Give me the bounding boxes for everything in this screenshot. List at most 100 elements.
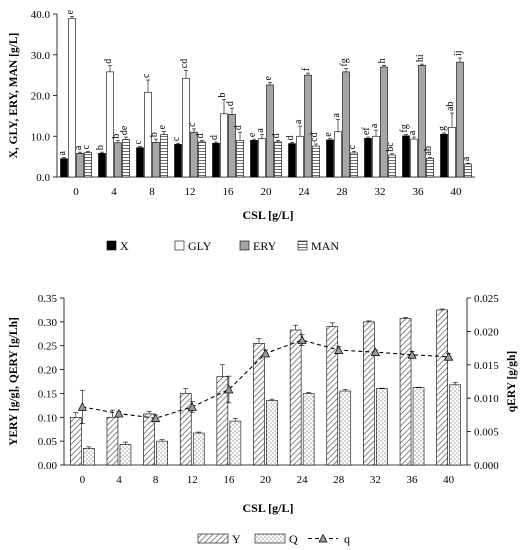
significance-label: e <box>157 124 168 129</box>
legend-swatch-q <box>254 533 286 544</box>
chart-bottom: 0.00 0.05 0.10 0.15 0.20 0.25 0.30 0.35 0.000 0.0… <box>8 293 518 546</box>
x-axis-title: CSL [g/L] <box>242 501 293 515</box>
significance-label: b <box>149 132 160 137</box>
bar-x <box>402 135 410 178</box>
significance-label: d <box>285 135 296 140</box>
significance-label: fg <box>339 58 350 66</box>
bar-ery <box>304 74 312 178</box>
bar-q <box>376 388 388 466</box>
bar-gly <box>334 131 342 178</box>
x-tick-label: 0 <box>80 474 86 486</box>
x-tick-label: 24 <box>299 186 311 198</box>
x-tick-label: 16 <box>223 474 235 486</box>
bar-ery <box>114 142 122 178</box>
bar-ery <box>152 142 160 178</box>
bar-gly <box>258 138 266 178</box>
significance-label: ab <box>445 102 456 111</box>
bar-man <box>464 163 472 178</box>
significance-label: ij <box>453 50 464 56</box>
y-tick-label: 0.0 <box>36 172 50 184</box>
x-tick-label: 36 <box>413 186 425 198</box>
significance-label: b <box>111 134 122 139</box>
legend-swatch-x <box>106 240 117 251</box>
significance-label: a <box>461 156 472 161</box>
x-tick-label: 4 <box>111 186 117 198</box>
y-tick-label: 10.0 <box>31 131 51 143</box>
x-tick-label: 28 <box>337 186 349 198</box>
legend-label-gly: GLY <box>188 239 212 253</box>
y-tick-label: 30.0 <box>31 50 51 62</box>
bar-man <box>236 140 244 178</box>
legend-label-q-rate: q <box>344 532 350 546</box>
significance-label: c <box>347 144 358 149</box>
bar-x <box>326 139 334 178</box>
significance-label: d <box>271 133 282 138</box>
bar-x <box>98 153 106 178</box>
significance-label: f <box>301 67 312 71</box>
x-tick-label: 8 <box>153 474 159 486</box>
bar-ery <box>76 153 84 178</box>
bar-gly <box>448 126 456 178</box>
legend-swatch-ery <box>239 240 250 251</box>
bar-y <box>70 416 82 466</box>
bar-y <box>289 329 302 466</box>
bar-man <box>198 141 206 178</box>
legend-marker-q <box>318 533 328 543</box>
bar-x <box>174 144 182 178</box>
significance-label: ab <box>423 146 434 155</box>
marker-q <box>224 384 234 394</box>
y-tick-label: 40.0 <box>31 9 51 21</box>
significance-label: e <box>65 9 76 14</box>
x-tick-label: 12 <box>187 474 198 486</box>
bar-q <box>449 384 461 466</box>
bar-man <box>122 139 130 178</box>
significance-label: c <box>133 139 144 144</box>
bar-gly <box>296 135 304 178</box>
x-tick-label: 40 <box>443 474 455 486</box>
bar-man <box>426 157 434 178</box>
significance-label: c <box>171 136 182 141</box>
bar-x <box>212 142 220 178</box>
significance-label: e <box>323 132 334 137</box>
bar-gly <box>68 18 76 178</box>
bar-man <box>84 152 92 178</box>
x-tick-label: 20 <box>261 186 273 198</box>
marker-q <box>114 408 124 418</box>
significance-label: c <box>187 122 198 127</box>
significance-label: g <box>437 126 448 131</box>
x-tick-label: 36 <box>407 474 419 486</box>
y-right-axis-title: qERY [g/gh] <box>506 351 518 412</box>
x-tick-label: 20 <box>260 474 272 486</box>
y-right-tick-label: 0.025 <box>474 293 499 305</box>
y-left-tick-label: 0.20 <box>38 365 58 377</box>
marker-q <box>260 348 271 358</box>
bar-y <box>399 318 412 466</box>
significance-label: e <box>247 132 258 137</box>
legend-label-x: X <box>120 239 129 253</box>
significance-label: b <box>95 145 106 150</box>
bar-x <box>250 140 258 178</box>
significance-label: c <box>141 73 152 78</box>
y-left-tick-label: 0.10 <box>38 412 58 424</box>
significance-label: b <box>217 93 228 98</box>
significance-label: a <box>293 119 304 124</box>
significance-label: a <box>255 128 266 133</box>
significance-label: a <box>369 123 380 128</box>
significance-label: d <box>225 101 236 106</box>
bar-ery <box>342 71 350 178</box>
bar-man <box>312 145 320 178</box>
significance-label: bc <box>385 142 396 152</box>
y-left-axis-title: YERY [g/g], QERY [g/Lh] <box>8 317 20 446</box>
bar-gly <box>372 135 380 178</box>
y-right-tick-label: 0.015 <box>474 360 499 372</box>
significance-label: cd <box>309 133 320 142</box>
y-left-tick-label: 0.35 <box>38 293 58 305</box>
marker-q <box>334 345 344 354</box>
significance-label: e <box>263 75 274 80</box>
marker-q <box>187 402 197 411</box>
marker-q <box>297 335 307 344</box>
bar-man <box>388 154 396 178</box>
y-right-tick-label: 0.005 <box>474 427 499 439</box>
bar-y <box>106 416 119 466</box>
marker-q <box>444 352 454 361</box>
